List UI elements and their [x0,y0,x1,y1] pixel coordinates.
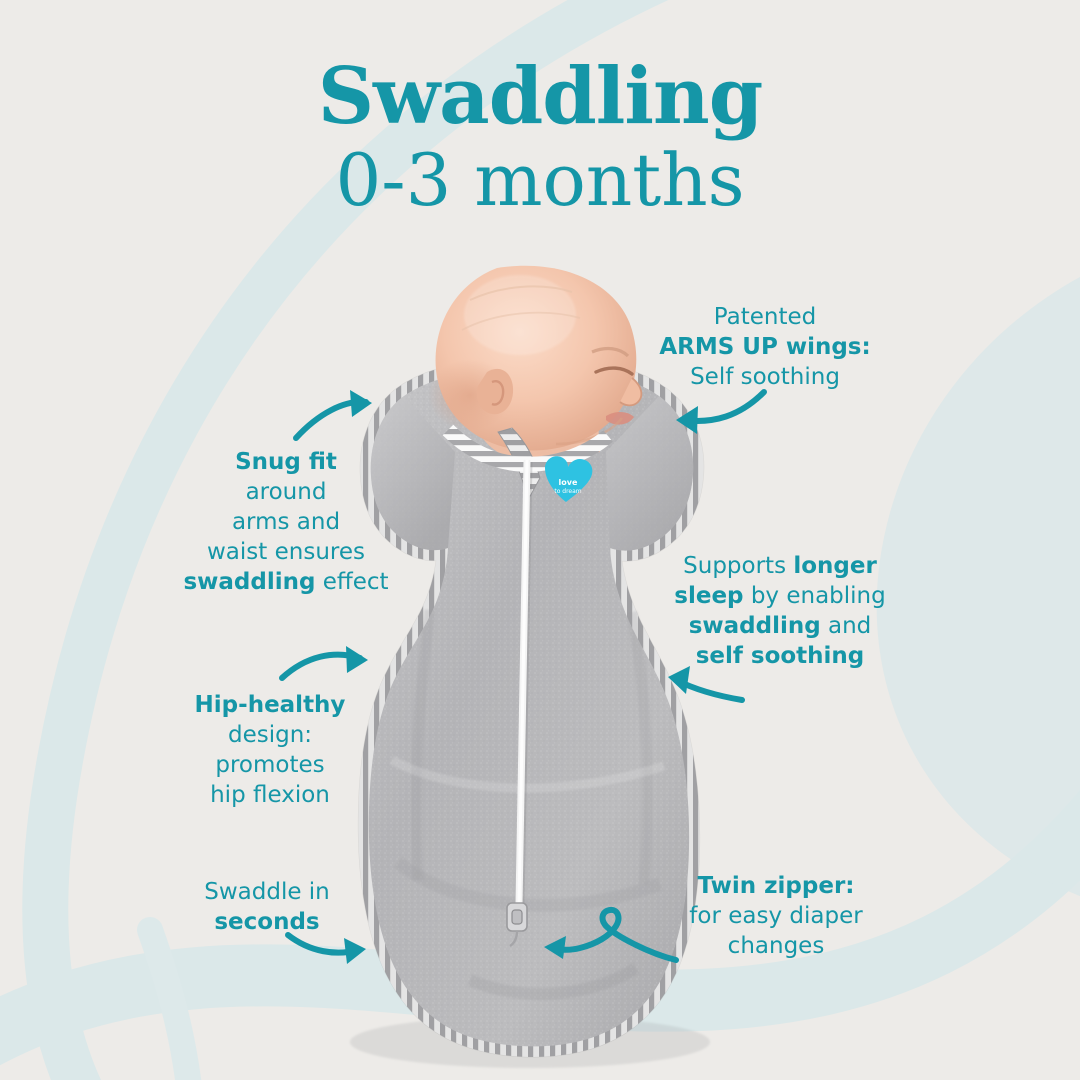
swaddle-wing-left [370,396,455,551]
baby-nose [619,377,643,407]
snug-line-2: around [245,478,327,505]
swaddle-wing-right [606,396,694,551]
baby-ear [476,368,514,415]
title-subtitle: 0-3 months [335,138,745,222]
fabric-fold-1 [410,609,436,881]
title-main: Swaddling [317,51,764,142]
fabric-fold-4 [467,962,640,1000]
snug-line-1: Snug fit [235,449,337,475]
swaddle-zipper [506,459,533,947]
brand-logo-heart-icon: love to dream [545,456,593,502]
svg-text:to dream: to dream [554,488,581,495]
fabric-highlight-1 [389,756,666,793]
seconds-line-1: Swaddle in [204,879,330,905]
baby-mouth [606,411,634,425]
sleep-line-3-bold: swaddling [688,612,821,639]
swaddle-body [368,371,694,1047]
svg-text:love: love [559,478,578,487]
arrow-hip-healthy-icon [279,646,368,681]
annotation-hip-healthy: Hip-healthy design: promotes hip flexion [172,691,368,811]
fabric-fold-2 [626,611,654,885]
hip-line-2: design: [227,721,313,748]
annotation-twin-zipper: Twin zipper: for easy diaper changes [672,872,880,962]
sleep-line-3-plain: and [820,612,872,639]
seconds-line-2: seconds [214,908,320,935]
annotation-swaddle-in-seconds: Swaddle in seconds [178,878,356,938]
sleep-line-2-plain: by enabling [743,582,886,609]
sleep-line-1-bold: longer [793,553,877,579]
arrow-longer-sleep-icon [668,666,745,703]
arrow-swaddle-seconds-icon [285,932,366,964]
decor-arc-left [22,0,669,1080]
decor-band-bottom-left [137,917,202,1080]
sleep-line-1-plain: Supports [683,553,794,579]
arms-up-line-3: Self soothing [690,363,840,390]
baby-head [428,265,643,462]
swaddle-neckline-trim [442,424,613,472]
annotation-arms-up-wings: Patented ARMS UP wings: Self soothing [640,303,890,393]
baby-brow [591,346,630,358]
zipper-line-2: for easy diaper [689,902,863,929]
baby-eye-closed [594,366,634,376]
hip-line-4: hip flexion [210,781,330,808]
zipper-pull-icon [506,902,528,947]
hip-line-1: Hip-healthy [194,692,346,718]
annotation-longer-sleep: Supports longer sleep by enabling swaddl… [660,552,900,672]
arms-up-line-2: ARMS UP wings: [659,333,871,360]
arrow-arms-up-icon [676,389,767,434]
arrow-twin-zipper-icon [544,906,679,963]
sleep-line-2-bold: sleep [674,582,744,609]
snug-line-3: arms and [231,508,341,535]
snug-line-5-bold: swaddling [183,568,316,595]
sleep-line-4: self soothing [695,642,865,669]
arms-up-line-1: Patented [713,304,817,330]
hip-line-3: promotes [215,751,325,778]
annotation-snug-fit: Snug fit around arms and waist ensures s… [178,448,394,597]
zipper-line-3: changes [727,932,825,959]
snug-line-5-rest: effect [315,568,389,595]
decor-blob-right [876,277,1080,896]
zipper-line-1: Twin zipper: [697,873,855,899]
snug-line-4: waist ensures [207,538,365,565]
arrow-snug-fit-icon [293,390,372,441]
page-title: Swaddling 0-3 months [0,51,1080,222]
